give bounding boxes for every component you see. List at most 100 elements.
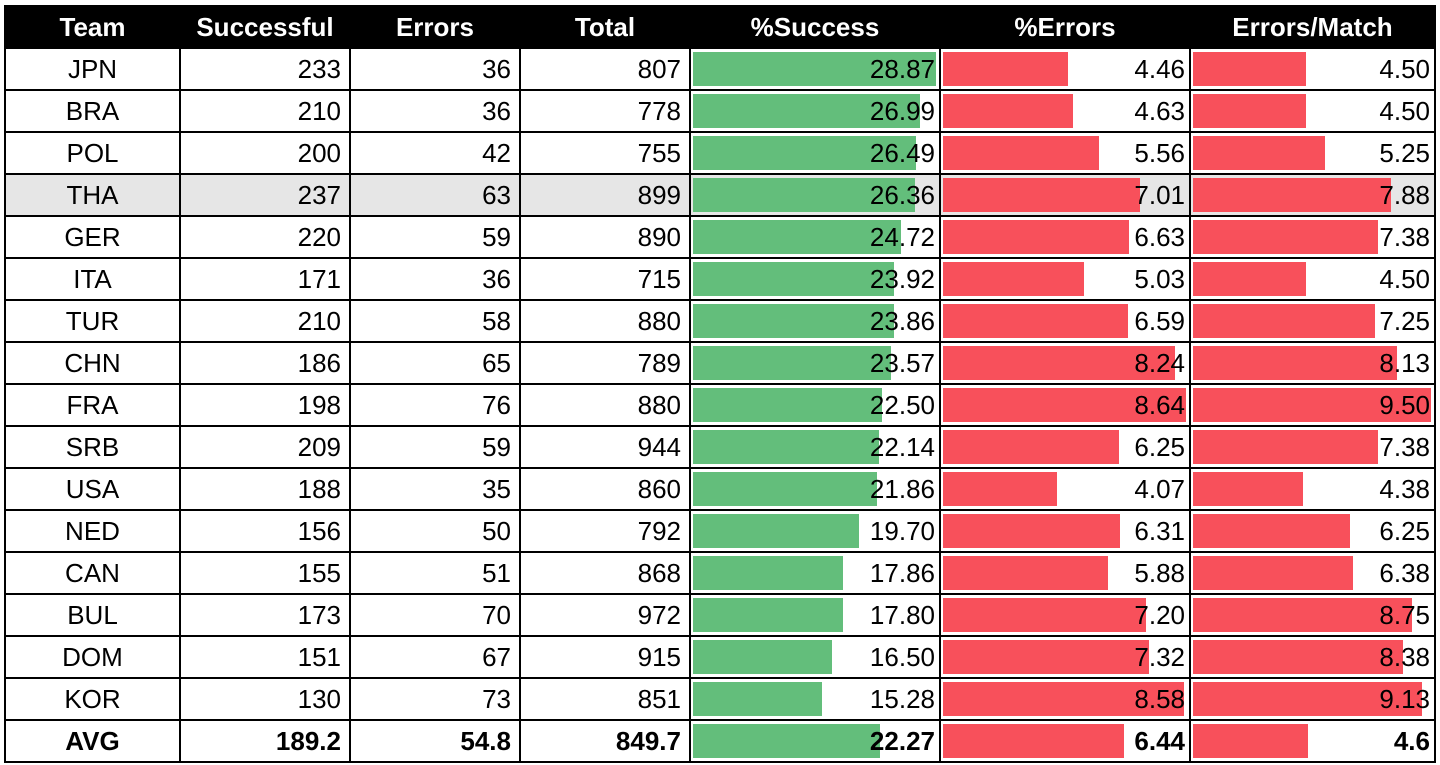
successful-cell: 155 <box>179 552 351 595</box>
errors-per-match-cell: 7.38 <box>1189 426 1436 469</box>
pct-errors-cell: 8.58 <box>939 678 1191 721</box>
pct-success-bar-label: 26.99 <box>869 96 935 126</box>
pct-success-bar-label: 22.50 <box>869 390 935 420</box>
pct-errors-cell: 6.44 <box>939 720 1191 763</box>
team-cell: KOR <box>4 678 181 721</box>
pct-success-bar-label: 17.86 <box>869 558 935 588</box>
pct-success-cell: 23.57 <box>689 342 941 385</box>
pct-success-cell: 23.92 <box>689 258 941 301</box>
pct-errors-cell: 5.88 <box>939 552 1191 595</box>
successful-cell: 210 <box>179 90 351 133</box>
pct-errors-bar-label: 4.63 <box>1134 96 1185 126</box>
errors-per-match-cell: 5.25 <box>1189 132 1436 175</box>
errors-per-match-cell: 4.6 <box>1189 720 1436 763</box>
errors-per-match-bar-label: 9.50 <box>1379 390 1430 420</box>
pct-success-bar-label: 16.50 <box>869 642 935 672</box>
errors-cell: 36 <box>349 90 521 133</box>
pct-success-cell: 22.14 <box>689 426 941 469</box>
pct-success-bar-label: 19.70 <box>869 516 935 546</box>
pct-errors-cell: 7.01 <box>939 174 1191 217</box>
pct-success-bar-label: 22.27 <box>869 726 935 756</box>
errors-per-match-bar <box>1193 682 1422 716</box>
errors-per-match-bar <box>1193 220 1378 254</box>
team-cell: TUR <box>4 300 181 343</box>
errors-per-match-bar <box>1193 52 1306 86</box>
pct-errors-bar-label: 7.01 <box>1134 180 1185 210</box>
pct-errors-cell: 6.63 <box>939 216 1191 259</box>
pct-success-bar <box>693 262 895 296</box>
errors-cell: 59 <box>349 426 521 469</box>
pct-errors-bar-label: 5.03 <box>1134 264 1185 294</box>
table-row: KOR 130 73 851 15.28 8.58 9.13 <box>4 678 1436 721</box>
header-pct-errors: %Errors <box>939 5 1191 49</box>
team-cell: NED <box>4 510 181 553</box>
pct-errors-bar <box>943 94 1074 128</box>
errors-cell: 63 <box>349 174 521 217</box>
pct-errors-bar <box>943 556 1109 590</box>
errors-per-match-bar <box>1193 388 1432 422</box>
errors-per-match-cell: 4.38 <box>1189 468 1436 511</box>
pct-errors-cell: 6.31 <box>939 510 1191 553</box>
errors-cell: 42 <box>349 132 521 175</box>
total-cell: 851 <box>519 678 691 721</box>
successful-cell: 188 <box>179 468 351 511</box>
total-cell: 778 <box>519 90 691 133</box>
pct-success-bar-label: 23.86 <box>869 306 935 336</box>
table-row: USA 188 35 860 21.86 4.07 4.38 <box>4 468 1436 511</box>
successful-cell: 210 <box>179 300 351 343</box>
successful-cell: 233 <box>179 48 351 91</box>
team-cell: BRA <box>4 90 181 133</box>
pct-errors-bar-label: 7.20 <box>1134 600 1185 630</box>
pct-success-bar <box>693 472 878 506</box>
team-cell: SRB <box>4 426 181 469</box>
pct-success-bar <box>693 724 881 758</box>
errors-per-match-bar-label: 7.38 <box>1379 432 1430 462</box>
pct-success-bar <box>693 52 937 86</box>
pct-errors-cell: 6.59 <box>939 300 1191 343</box>
pct-errors-bar-label: 4.46 <box>1134 54 1185 84</box>
errors-per-match-bar <box>1193 136 1325 170</box>
errors-cell: 35 <box>349 468 521 511</box>
avg-row: AVG 189.2 54.8 849.7 22.27 6.44 4.6 <box>4 720 1436 763</box>
table-row: TUR 210 58 880 23.86 6.59 7.25 <box>4 300 1436 343</box>
pct-success-cell: 22.50 <box>689 384 941 427</box>
total-cell: 849.7 <box>519 720 691 763</box>
pct-errors-cell: 5.03 <box>939 258 1191 301</box>
pct-success-cell: 19.70 <box>689 510 941 553</box>
pct-success-bar <box>693 682 822 716</box>
team-cell: GER <box>4 216 181 259</box>
errors-per-match-bar <box>1193 556 1353 590</box>
table-row: POL 200 42 755 26.49 5.56 5.25 <box>4 132 1436 175</box>
team-stats-table: Team Successful Errors Total %Success %E… <box>4 5 1436 763</box>
pct-errors-bar <box>943 220 1130 254</box>
errors-per-match-bar-label: 9.13 <box>1379 684 1430 714</box>
total-cell: 860 <box>519 468 691 511</box>
errors-per-match-cell: 8.38 <box>1189 636 1436 679</box>
pct-errors-bar-label: 8.58 <box>1134 684 1185 714</box>
pct-success-bar-label: 23.92 <box>869 264 935 294</box>
pct-success-bar <box>693 136 916 170</box>
team-cell: POL <box>4 132 181 175</box>
total-cell: 868 <box>519 552 691 595</box>
table-row: ITA 171 36 715 23.92 5.03 4.50 <box>4 258 1436 301</box>
pct-errors-cell: 6.25 <box>939 426 1191 469</box>
successful-cell: 130 <box>179 678 351 721</box>
table-body: JPN 233 36 807 28.87 4.46 4.50 BRA 210 36 778 26.99… <box>4 48 1436 763</box>
errors-per-match-bar <box>1193 514 1350 548</box>
pct-success-bar <box>693 94 921 128</box>
pct-errors-bar <box>943 472 1058 506</box>
errors-per-match-bar-label: 7.25 <box>1379 306 1430 336</box>
pct-errors-bar-label: 6.63 <box>1134 222 1185 252</box>
errors-per-match-bar-label: 6.38 <box>1379 558 1430 588</box>
total-cell: 715 <box>519 258 691 301</box>
errors-per-match-bar <box>1193 472 1303 506</box>
errors-per-match-bar <box>1193 724 1309 758</box>
successful-cell: 186 <box>179 342 351 385</box>
errors-per-match-cell: 7.38 <box>1189 216 1436 259</box>
pct-success-bar-label: 21.86 <box>869 474 935 504</box>
errors-per-match-cell: 4.50 <box>1189 258 1436 301</box>
pct-success-bar-label: 17.80 <box>869 600 935 630</box>
errors-per-match-bar-label: 5.25 <box>1379 138 1430 168</box>
pct-errors-bar-label: 6.31 <box>1134 516 1185 546</box>
errors-per-match-bar <box>1193 640 1404 674</box>
